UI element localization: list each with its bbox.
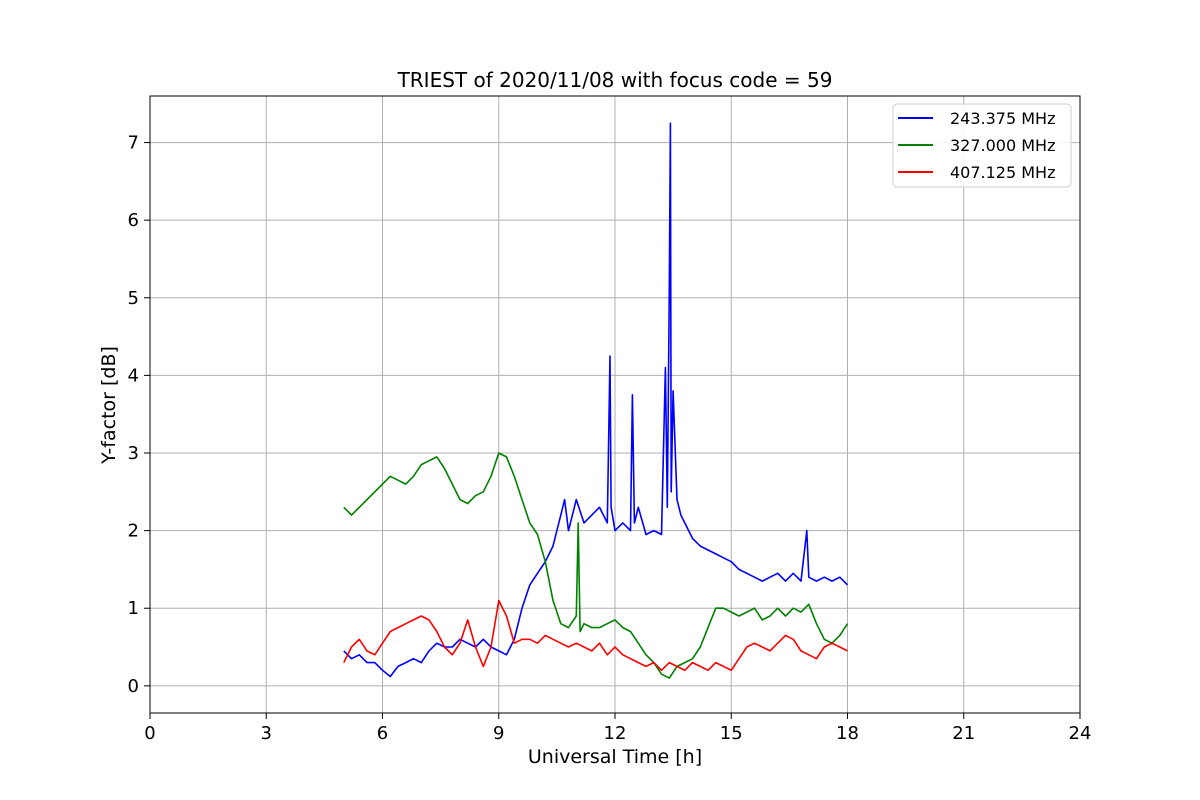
x-tick-label: 21 [952,723,975,744]
legend-label: 243.375 MHz [950,109,1055,128]
legend: 243.375 MHz 327.000 MHz 407.125 MHz [892,103,1072,188]
series-line-3 [343,599,848,672]
series-line-1 [343,122,849,678]
x-tick-label: 24 [1069,723,1092,744]
x-tick-label: 15 [720,723,743,744]
y-axis-title: Y-factor [dB] [98,346,120,465]
x-tick-label: 12 [604,723,627,744]
x-tick-label: 0 [144,723,155,744]
x-tick-label: 3 [261,723,272,744]
y-tick-label: 7 [128,133,139,154]
x-axis-title: Universal Time [h] [528,746,702,768]
y-tick-label: 4 [128,365,139,386]
series-line-2 [343,452,849,679]
y-tick-label: 6 [128,210,139,231]
y-tick-label: 0 [128,676,139,697]
x-axis: 0 3 6 9 12 15 18 21 24 [144,713,1091,744]
y-axis: 0 1 2 3 4 5 6 7 [128,133,150,697]
y-tick-label: 2 [128,521,139,542]
y-tick-label: 5 [128,288,139,309]
x-tick-label: 18 [836,723,859,744]
series-layer [343,122,849,679]
legend-label: 327.000 MHz [950,136,1055,155]
chart-title: TRIEST of 2020/11/08 with focus code = 5… [397,68,833,92]
y-tick-label: 3 [128,443,139,464]
legend-label: 407.125 MHz [950,163,1055,182]
y-tick-label: 1 [128,598,139,619]
x-tick-label: 9 [493,723,504,744]
x-tick-label: 6 [377,723,388,744]
legend-box [892,103,1072,188]
